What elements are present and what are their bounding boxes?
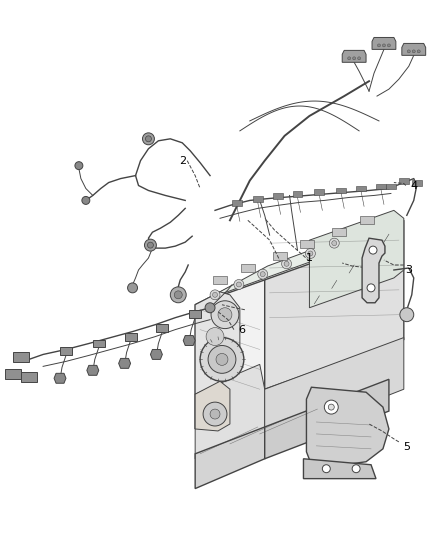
Circle shape bbox=[329, 238, 339, 248]
Circle shape bbox=[305, 248, 315, 259]
Polygon shape bbox=[362, 238, 385, 303]
Polygon shape bbox=[386, 183, 396, 190]
Polygon shape bbox=[309, 211, 404, 308]
Polygon shape bbox=[332, 228, 346, 236]
Circle shape bbox=[417, 50, 420, 53]
Circle shape bbox=[200, 337, 244, 381]
Circle shape bbox=[208, 345, 236, 373]
Circle shape bbox=[127, 283, 138, 293]
Circle shape bbox=[369, 246, 377, 254]
Polygon shape bbox=[399, 177, 409, 183]
Circle shape bbox=[352, 465, 360, 473]
Circle shape bbox=[234, 279, 244, 289]
Circle shape bbox=[210, 290, 220, 300]
Polygon shape bbox=[273, 252, 286, 260]
Polygon shape bbox=[54, 373, 66, 383]
Circle shape bbox=[142, 133, 155, 145]
Circle shape bbox=[357, 57, 360, 60]
Circle shape bbox=[206, 328, 224, 345]
Circle shape bbox=[407, 50, 410, 53]
Polygon shape bbox=[265, 337, 404, 444]
Circle shape bbox=[378, 44, 381, 47]
Polygon shape bbox=[402, 43, 426, 55]
Circle shape bbox=[210, 409, 220, 419]
Circle shape bbox=[328, 404, 334, 410]
Text: 1: 1 bbox=[306, 253, 313, 263]
Polygon shape bbox=[195, 220, 404, 305]
Circle shape bbox=[388, 44, 390, 47]
Polygon shape bbox=[189, 310, 201, 318]
Text: 3: 3 bbox=[405, 265, 412, 275]
Polygon shape bbox=[60, 348, 72, 356]
Polygon shape bbox=[195, 292, 240, 394]
Circle shape bbox=[367, 284, 375, 292]
Polygon shape bbox=[232, 200, 242, 206]
Circle shape bbox=[75, 161, 83, 169]
Polygon shape bbox=[356, 185, 366, 191]
Circle shape bbox=[400, 308, 414, 321]
Polygon shape bbox=[376, 183, 386, 190]
Polygon shape bbox=[314, 190, 324, 196]
Circle shape bbox=[260, 272, 265, 277]
Circle shape bbox=[170, 287, 186, 303]
Polygon shape bbox=[265, 379, 389, 459]
Polygon shape bbox=[87, 365, 99, 375]
Circle shape bbox=[284, 261, 289, 266]
Circle shape bbox=[322, 465, 330, 473]
Polygon shape bbox=[93, 340, 105, 348]
Polygon shape bbox=[13, 352, 29, 362]
Polygon shape bbox=[253, 197, 263, 203]
Polygon shape bbox=[300, 240, 314, 248]
Text: 5: 5 bbox=[403, 442, 410, 452]
Polygon shape bbox=[205, 219, 397, 300]
Text: 4: 4 bbox=[410, 181, 417, 190]
Polygon shape bbox=[195, 381, 230, 431]
Circle shape bbox=[258, 269, 268, 279]
Circle shape bbox=[324, 400, 338, 414]
Circle shape bbox=[148, 242, 153, 248]
Polygon shape bbox=[156, 324, 168, 332]
Circle shape bbox=[218, 308, 232, 321]
Circle shape bbox=[203, 402, 227, 426]
Polygon shape bbox=[213, 276, 227, 284]
Circle shape bbox=[216, 353, 228, 365]
Circle shape bbox=[82, 197, 90, 204]
Polygon shape bbox=[293, 191, 303, 197]
Polygon shape bbox=[5, 369, 21, 379]
Polygon shape bbox=[124, 333, 137, 341]
Polygon shape bbox=[119, 358, 131, 368]
Polygon shape bbox=[195, 270, 265, 429]
Polygon shape bbox=[241, 264, 255, 272]
Polygon shape bbox=[336, 188, 346, 193]
Circle shape bbox=[382, 44, 385, 47]
Text: 2: 2 bbox=[179, 156, 186, 166]
Circle shape bbox=[353, 57, 356, 60]
Circle shape bbox=[145, 136, 152, 142]
Polygon shape bbox=[21, 373, 37, 382]
Polygon shape bbox=[195, 365, 265, 459]
Circle shape bbox=[205, 303, 215, 313]
Circle shape bbox=[237, 282, 241, 287]
Polygon shape bbox=[265, 220, 404, 389]
Polygon shape bbox=[150, 350, 162, 359]
Polygon shape bbox=[342, 51, 366, 62]
Circle shape bbox=[308, 251, 313, 256]
Polygon shape bbox=[183, 336, 195, 345]
Polygon shape bbox=[360, 216, 374, 224]
Text: 6: 6 bbox=[238, 325, 245, 335]
Circle shape bbox=[332, 241, 337, 246]
Circle shape bbox=[145, 239, 156, 251]
Polygon shape bbox=[195, 427, 265, 489]
Circle shape bbox=[212, 292, 218, 297]
Polygon shape bbox=[412, 180, 422, 185]
Polygon shape bbox=[273, 193, 283, 199]
Circle shape bbox=[282, 259, 292, 269]
Circle shape bbox=[412, 50, 415, 53]
Polygon shape bbox=[307, 387, 389, 467]
Circle shape bbox=[174, 291, 182, 299]
Circle shape bbox=[211, 301, 239, 329]
Polygon shape bbox=[304, 459, 376, 479]
Polygon shape bbox=[372, 37, 396, 50]
Circle shape bbox=[348, 57, 351, 60]
